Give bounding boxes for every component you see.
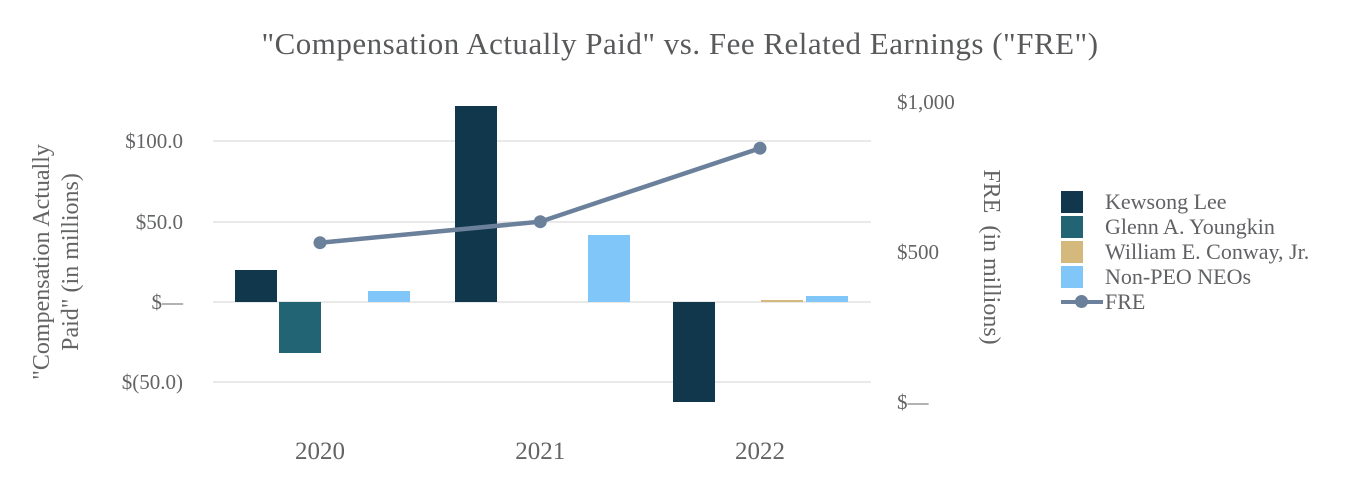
legend-swatch-glenn-a-youngkin [1061,216,1083,238]
left-axis-title: "Compensation Actually Paid" (in million… [28,92,86,432]
gridline-100 [213,140,871,143]
bar-glenn-a-youngkin-2020 [279,302,322,354]
bar-non-peo-neos-2021 [587,234,630,302]
bar-non-peo-neos-2022 [805,295,848,302]
left-axis-tick-label: $(50.0) [121,370,183,395]
bar-william-e-conway-jr-2022 [761,300,804,302]
left-axis-title-line1: "Compensation Actually [29,144,55,380]
legend-item-kewsong-lee: Kewsong Lee [1061,191,1309,213]
legend-label-glenn-a-youngkin: Glenn A. Youngkin [1105,214,1275,239]
legend-swatch-kewsong-lee [1061,191,1083,213]
legend-label-fre: FRE [1105,289,1146,314]
legend-item-william-e-conway-jr: William E. Conway, Jr. [1061,241,1309,263]
legend-label-kewsong-lee: Kewsong Lee [1105,189,1227,214]
left-axis-tick-label: $100.0 [125,129,183,154]
fre-legend-dot-icon [1075,295,1088,308]
x-axis-label-2022: 2022 [735,438,785,465]
bar-kewsong-lee-2022 [672,302,715,402]
bar-kewsong-lee-2021 [455,105,497,302]
legend-item-fre: FRE [1061,291,1309,313]
legend-line-marker-fre [1061,291,1103,313]
left-axis-tick-label: $— [151,290,184,314]
fre-marker-2022 [753,141,767,155]
legend-label-william-e-conway-jr: William E. Conway, Jr. [1105,239,1310,264]
gridline-50 [213,220,871,223]
gridline-0 [213,301,871,303]
left-axis-tick-label: $50.0 [135,209,183,234]
bar-kewsong-lee-2020 [235,269,277,302]
right-axis-tick-label: $— [897,389,929,414]
fre-line [319,146,761,245]
x-axis-label-2020: 2020 [295,438,345,465]
legend: Kewsong Lee Glenn A. Youngkin William E.… [1061,191,1309,313]
bar-non-peo-neos-2020 [367,290,410,302]
legend-item-non-peo-neos: Non-PEO NEOs [1061,266,1309,288]
chart-title: "Compensation Actually Paid" vs. Fee Rel… [261,26,1099,61]
left-axis-title-line2: Paid" (in millions) [58,173,84,351]
gridline--50 [213,381,871,384]
fre-marker-2020 [313,236,327,250]
legend-item-glenn-a-youngkin: Glenn A. Youngkin [1061,216,1309,238]
legend-swatch-william-e-conway-jr [1061,241,1083,263]
legend-label-non-peo-neos: Non-PEO NEOs [1105,264,1252,289]
legend-swatch-non-peo-neos [1061,266,1083,288]
right-axis-tick-label: $1,000 [897,89,955,114]
right-axis-tick-label: $500 [897,239,939,264]
x-axis-label-2021: 2021 [515,438,566,465]
